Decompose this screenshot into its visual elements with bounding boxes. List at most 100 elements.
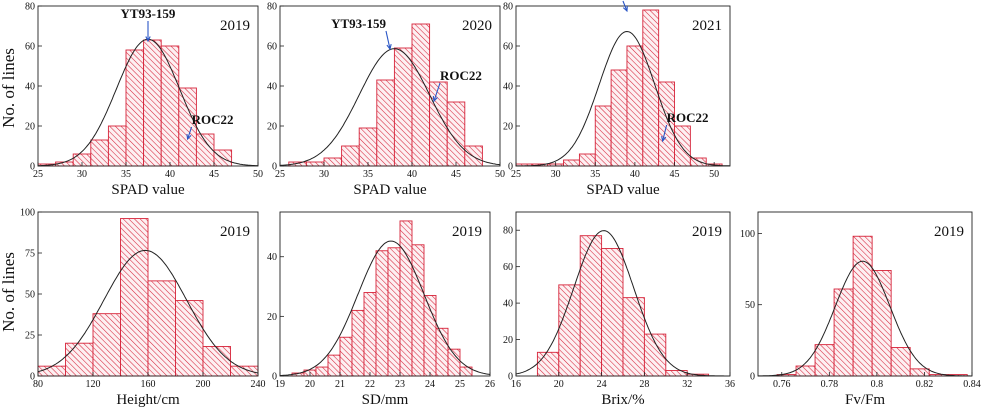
xtick-label-sd2019-3: 22 xyxy=(365,379,375,390)
ytick-label-spad2020-2: 40 xyxy=(267,82,277,93)
panel-fvfm2019: 0.76 0.78 0.8 0.82 0.84 0 50 100 Fv/Fm 2019 xyxy=(740,211,981,408)
ytick-label-spad2020-0: 0 xyxy=(272,162,277,173)
bar-height2019-2 xyxy=(92,313,121,377)
frame-brix2019 xyxy=(515,211,731,377)
xtick-label-brix2019-1: 20 xyxy=(554,379,564,390)
bar-height2019-5 xyxy=(175,300,204,377)
x-axis-title-spad2019: SPAD value xyxy=(111,182,185,198)
xtick-label-spad2021-4: 45 xyxy=(670,169,680,180)
xtick-label-spad2021-2: 35 xyxy=(590,169,600,180)
xtick-label-sd2019-0: 19 xyxy=(275,379,285,390)
panel-height2019: 80 120 160 200 240 0 25 50 75 100 Height/cm 2019 xyxy=(20,208,266,409)
normal-curve-sd2019 xyxy=(280,240,491,376)
year-label-spad2019: 2019 xyxy=(220,18,250,34)
bar-sd2019-6 xyxy=(363,292,377,377)
ytick-label-brix2019-0: 0 xyxy=(508,372,513,383)
bar-height2019-1 xyxy=(65,342,94,377)
annotation-arrow-spad2019-1 xyxy=(187,126,193,140)
xtick-label-spad2019-2: 35 xyxy=(121,169,131,180)
xtick-label-fvfm2019-3: 0.82 xyxy=(916,379,934,390)
year-label-spad2021: 2021 xyxy=(692,18,722,34)
ytick-label-sd2019-1: 20 xyxy=(267,312,277,323)
bar-spad2020-4 xyxy=(358,127,378,167)
bar-spad2019-5 xyxy=(125,49,145,167)
xtick-label-spad2020-2: 35 xyxy=(363,169,373,180)
xtick-label-height2019-2: 160 xyxy=(141,379,156,390)
xtick-label-sd2019-4: 23 xyxy=(395,379,405,390)
frame-fvfm2019 xyxy=(757,211,973,377)
x-axis-title-brix2019: Brix/% xyxy=(601,392,644,408)
year-label-sd2019: 2019 xyxy=(452,224,482,240)
xtick-label-spad2021-3: 40 xyxy=(630,169,640,180)
bar-brix2019-2 xyxy=(579,235,603,377)
bar-sd2019-2 xyxy=(315,366,329,377)
bar-fvfm2019-7 xyxy=(909,368,930,377)
xtick-label-brix2019-5: 36 xyxy=(725,379,735,390)
bar-spad2019-9 xyxy=(195,133,215,167)
ytick-label-fvfm2019-0: 0 xyxy=(750,372,755,383)
annotation-arrow-spad2021-0 xyxy=(622,0,628,12)
xtick-label-height2019-4: 240 xyxy=(251,379,266,390)
annotation-label-spad2021-1: ROC22 xyxy=(667,110,709,125)
xtick-label-brix2019-0: 16 xyxy=(511,379,521,390)
xtick-label-brix2019-4: 32 xyxy=(682,379,692,390)
xtick-label-sd2019-5: 24 xyxy=(425,379,435,390)
bar-height2019-0 xyxy=(37,365,66,377)
normal-curve-fvfm2019 xyxy=(758,260,972,377)
bar-sd2019-3 xyxy=(327,354,341,377)
annotation-label-spad2021-0: YT93-159 xyxy=(568,0,623,1)
x-axis-title-spad2020: SPAD value xyxy=(353,182,427,198)
xtick-label-sd2019-6: 25 xyxy=(455,379,465,390)
year-label-brix2019: 2019 xyxy=(692,224,722,240)
xtick-label-sd2019-2: 21 xyxy=(335,379,345,390)
xtick-label-spad2020-0: 25 xyxy=(275,169,285,180)
bar-spad2020-3 xyxy=(341,145,360,167)
xtick-label-spad2019-4: 45 xyxy=(209,169,219,180)
panel-spad2019: 25 30 35 40 45 50 0 20 40 60 80 SPAD value 2019 YT93-… xyxy=(25,2,263,199)
bar-spad2020-9 xyxy=(446,101,466,167)
panel-sd2019: 19 20 21 22 23 24 25 26 0 20 40 SD/mm 2019 xyxy=(267,211,495,408)
annotation-label-spad2020-0: YT93-159 xyxy=(331,16,386,31)
bar-spad2021-3 xyxy=(563,159,580,167)
ytick-label-spad2019-2: 40 xyxy=(25,82,35,93)
ytick-label-spad2021-0: 0 xyxy=(508,162,513,173)
ytick-label-sd2019-2: 40 xyxy=(267,252,277,263)
bar-spad2019-6 xyxy=(143,39,162,167)
bar-brix2019-1 xyxy=(558,284,581,377)
ytick-label-spad2021-2: 40 xyxy=(503,82,513,93)
bar-fvfm2019-6 xyxy=(890,347,911,377)
panel-spad2020: 25 30 35 40 45 50 0 20 40 60 80 SPAD value 2020 YT93-… xyxy=(267,2,505,199)
annotation-arrowhead-spad2020-1 xyxy=(432,95,438,103)
bar-sd2019-8 xyxy=(387,247,401,377)
ytick-label-brix2019-4: 80 xyxy=(503,226,513,237)
bar-spad2019-7 xyxy=(160,45,180,167)
ytick-label-brix2019-3: 60 xyxy=(503,262,513,273)
bar-sd2019-13 xyxy=(447,348,461,377)
xtick-label-fvfm2019-4: 0.84 xyxy=(963,379,981,390)
bar-spad2021-11 xyxy=(689,157,707,167)
xtick-label-height2019-0: 80 xyxy=(33,379,43,390)
year-label-spad2020: 2020 xyxy=(462,18,492,34)
normal-curve-brix2019 xyxy=(515,230,730,377)
xtick-label-spad2021-1: 30 xyxy=(551,169,561,180)
bar-spad2020-1 xyxy=(305,161,325,167)
bar-fvfm2019-1 xyxy=(795,365,816,377)
bar-brix2019-0 xyxy=(536,351,560,377)
ytick-label-brix2019-2: 40 xyxy=(503,299,513,310)
xtick-label-height2019-1: 120 xyxy=(86,379,101,390)
xtick-label-sd2019-1: 20 xyxy=(305,379,315,390)
normal-curve-spad2021 xyxy=(515,30,731,167)
xtick-label-spad2021-0: 25 xyxy=(511,169,521,180)
bar-spad2019-4 xyxy=(107,125,127,167)
xtick-label-fvfm2019-0: 0.76 xyxy=(773,379,791,390)
bar-sd2019-11 xyxy=(423,295,437,377)
xtick-label-spad2020-1: 30 xyxy=(319,169,329,180)
annotation-arrow-spad2020-1 xyxy=(433,82,441,102)
bar-height2019-7 xyxy=(230,365,259,377)
ytick-label-spad2021-3: 60 xyxy=(503,42,513,53)
ytick-label-height2019-2: 50 xyxy=(25,290,35,301)
bar-spad2020-7 xyxy=(411,23,431,167)
ytick-label-height2019-0: 0 xyxy=(30,372,35,383)
bar-sd2019-7 xyxy=(375,250,389,377)
